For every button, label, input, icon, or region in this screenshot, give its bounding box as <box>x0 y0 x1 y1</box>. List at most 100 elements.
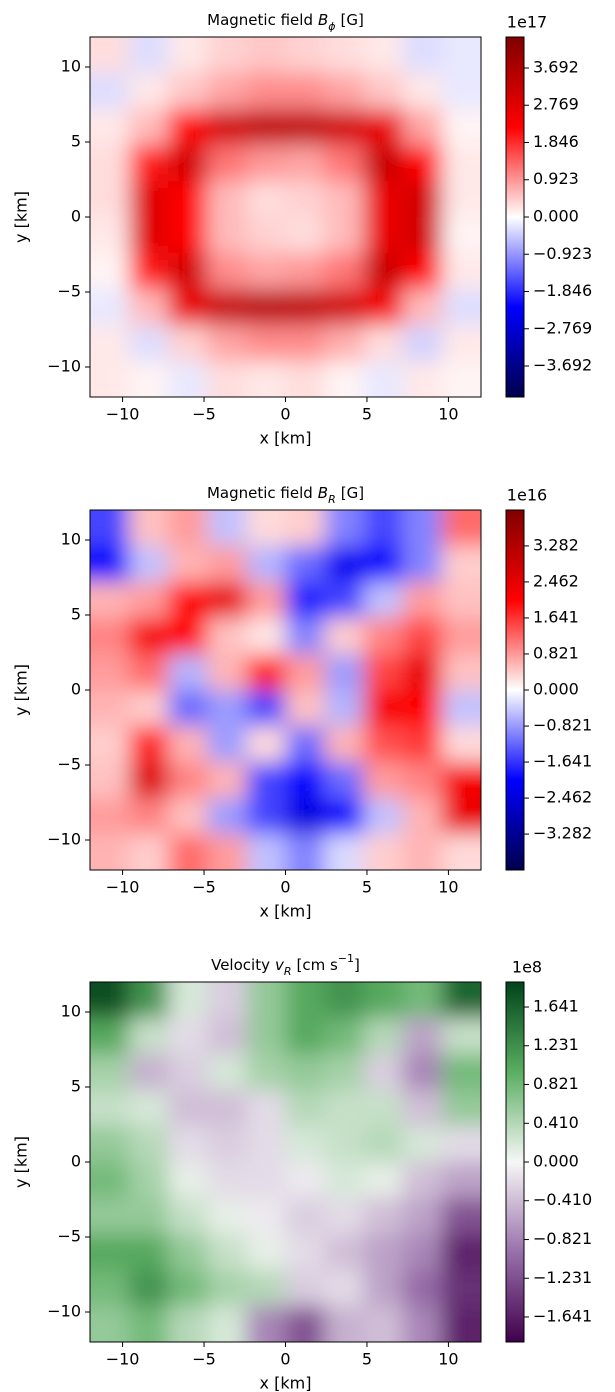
heatmap-cell <box>402 325 443 362</box>
heatmap-cell <box>90 109 130 146</box>
heatmap-cell <box>441 762 481 799</box>
heatmap-cell <box>363 1198 404 1235</box>
heatmap-cell <box>363 325 404 362</box>
colorbar-tick-label: −1.846 <box>533 281 592 300</box>
heatmap-cell <box>285 253 326 290</box>
colorbar-tick-label: −3.282 <box>533 824 592 843</box>
heatmap-cell <box>246 654 286 691</box>
heatmap-cell <box>324 618 365 655</box>
heatmap-cell <box>402 73 443 110</box>
heatmap-cell <box>246 289 286 326</box>
heatmap-cell <box>207 1306 247 1342</box>
colorbar-tick-label: 1.231 <box>533 1035 579 1054</box>
heatmap-cell <box>246 1018 286 1055</box>
y-tick-label: 5 <box>71 132 81 151</box>
heatmap-cell <box>207 690 247 727</box>
heatmap-cell <box>402 1090 443 1127</box>
heatmap-cell <box>246 1198 286 1235</box>
heatmap-cell <box>363 109 404 146</box>
heatmap-cell <box>285 762 326 799</box>
heatmap-cell <box>90 546 130 583</box>
heatmap-cell <box>90 654 130 691</box>
heatmap-cell <box>168 1198 208 1235</box>
heatmap <box>90 37 481 397</box>
heatmap-cell <box>441 109 481 146</box>
heatmap-cell <box>168 1018 208 1055</box>
heatmap-cell <box>324 37 365 74</box>
heatmap-cell <box>246 1054 286 1091</box>
heatmap-cell <box>129 1090 169 1127</box>
y-axis-label: y [km] <box>12 191 31 243</box>
heatmap-cell <box>168 834 208 870</box>
x-tick-label: 5 <box>362 878 372 897</box>
heatmap-cell <box>402 618 443 655</box>
colorbar-tick-label: 2.769 <box>533 95 579 114</box>
heatmap-cell <box>285 217 326 254</box>
heatmap-cell <box>207 1234 247 1271</box>
heatmap-cell <box>168 1270 208 1307</box>
heatmap-cell <box>402 726 443 763</box>
heatmap-cell <box>441 1018 481 1055</box>
x-tick-label: 0 <box>280 405 290 424</box>
heatmap-cell <box>285 1018 326 1055</box>
y-tick-label: −5 <box>57 1227 81 1246</box>
panel: Velocity vR [cm s−1] −10 −5 0 5 10 −10 −5 0 5 10 x [k… <box>12 952 593 1392</box>
heatmap <box>90 982 481 1342</box>
heatmap-cell <box>402 37 443 74</box>
heatmap-cell <box>324 654 365 691</box>
heatmap-cell <box>129 181 169 218</box>
heatmap-cell <box>246 109 286 146</box>
heatmap-cell <box>324 325 365 362</box>
heatmap-cell <box>129 325 169 362</box>
heatmap-cell <box>324 798 365 835</box>
x-tick-label: 5 <box>362 405 372 424</box>
x-tick-label: −5 <box>192 878 216 897</box>
colorbar-tick-label: 3.692 <box>533 57 579 76</box>
heatmap-cell <box>441 982 481 1019</box>
heatmap-cell <box>363 546 404 583</box>
heatmap-cells <box>90 982 481 1342</box>
heatmap-cell <box>285 582 326 619</box>
x-axis-label: x [km] <box>260 1374 312 1392</box>
heatmap-cell <box>324 1126 365 1163</box>
heatmap-cell <box>402 1306 443 1342</box>
colorbar-tick-label: 0.000 <box>533 680 579 699</box>
heatmap-cell <box>90 145 130 182</box>
heatmap-cell <box>441 1054 481 1091</box>
heatmap-cell <box>90 1270 130 1307</box>
heatmap-cell <box>324 834 365 870</box>
y-tick-label: 5 <box>71 605 81 624</box>
heatmap-cell <box>129 289 169 326</box>
heatmap-cell <box>129 510 169 547</box>
heatmap-cell <box>402 1162 443 1199</box>
y-tick-label: 10 <box>61 57 81 76</box>
heatmap-cell <box>207 726 247 763</box>
heatmap-cell <box>168 253 208 290</box>
heatmap-cell <box>441 1234 481 1271</box>
heatmap-cell <box>441 1306 481 1342</box>
heatmap-cell <box>363 1090 404 1127</box>
heatmap-cell <box>324 109 365 146</box>
heatmap-cell <box>129 582 169 619</box>
heatmap-cell <box>363 834 404 870</box>
heatmap-cell <box>246 361 286 397</box>
heatmap-cell <box>129 1270 169 1307</box>
heatmap-cell <box>246 546 286 583</box>
heatmap-cell <box>285 1126 326 1163</box>
heatmap-cell <box>441 1090 481 1127</box>
heatmap-cell <box>168 37 208 74</box>
heatmap-cell <box>207 1090 247 1127</box>
heatmap-cell <box>207 325 247 362</box>
heatmap-cell <box>207 654 247 691</box>
heatmap-cell <box>324 546 365 583</box>
heatmap-cell <box>402 217 443 254</box>
heatmap-cell <box>363 1126 404 1163</box>
panel-title: Magnetic field Bϕ [G] <box>207 11 364 33</box>
heatmap-cell <box>90 1198 130 1235</box>
heatmap-cell <box>207 37 247 74</box>
heatmap-cell <box>168 510 208 547</box>
heatmap-cell <box>207 1126 247 1163</box>
x-axis-label: x [km] <box>260 902 312 921</box>
colorbar-offset: 1e8 <box>512 958 542 977</box>
